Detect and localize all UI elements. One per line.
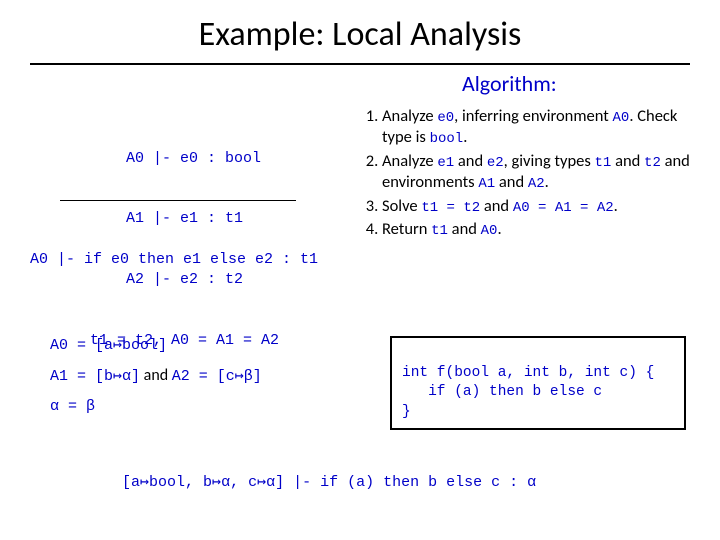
t: . xyxy=(614,196,618,216)
env-bindings: A0 = [a↦bool] A1 = [b↦α] and A2 = [c↦β] … xyxy=(50,330,262,422)
code-t1b: t1 xyxy=(431,223,448,239)
algo-step-1: Analyze e0, inferring environment A0. Ch… xyxy=(382,106,710,149)
binding-A0: A0 = [a↦bool] xyxy=(50,330,262,361)
t: and xyxy=(448,219,481,239)
algo-step-2: Analyze e1 and e2, giving types t1 and t… xyxy=(382,151,710,194)
algo-step-4: Return t1 and A0. xyxy=(382,219,710,240)
code-e1: e1 xyxy=(437,155,454,171)
t: and xyxy=(454,151,487,171)
t: Analyze xyxy=(382,151,437,171)
code-A0: A0 xyxy=(613,110,630,126)
title-rule xyxy=(30,63,690,65)
t: , inferring environment xyxy=(454,106,612,126)
code-example-box: int f(bool a, int b, int c) { if (a) the… xyxy=(390,336,686,430)
premise-line-2: A1 |- e1 : t1 xyxy=(90,209,279,229)
code-eq2: A0 = A1 = A2 xyxy=(513,200,614,216)
code-line-3: } xyxy=(402,404,411,420)
t: Return xyxy=(382,219,431,239)
algo-step-3: Solve t1 = t2 and A0 = A1 = A2. xyxy=(382,196,710,217)
code-A1: A1 xyxy=(478,176,495,192)
slide: Example: Local Analysis Algorithm: A0 |-… xyxy=(0,0,720,540)
code-e2: e2 xyxy=(487,155,504,171)
t: . xyxy=(545,172,549,192)
code-e0: e0 xyxy=(437,110,454,126)
t: and xyxy=(611,151,644,171)
binding-A1-A2: A1 = [b↦α] and A2 = [c↦β] xyxy=(50,361,262,392)
algorithm-list: Analyze e0, inferring environment A0. Ch… xyxy=(360,106,710,243)
t: , giving types xyxy=(504,151,595,171)
slide-title: Example: Local Analysis xyxy=(30,10,690,61)
algorithm-heading: Algorithm: xyxy=(462,70,557,97)
and-text: and xyxy=(140,366,172,385)
final-judgment: [a↦bool, b↦α, c↦α] |- if (a) then b else… xyxy=(122,472,536,491)
t: . xyxy=(497,219,501,239)
code-A2: A2 xyxy=(528,176,545,192)
t: and xyxy=(480,196,513,216)
code-A0b: A0 xyxy=(481,223,498,239)
conclusion-line: A0 |- if e0 then e1 else e2 : t1 xyxy=(30,250,318,270)
code-A1-bind: A1 = [b↦α] xyxy=(50,368,140,385)
code-line-2: if (a) then b else c xyxy=(402,384,602,400)
t: Analyze xyxy=(382,106,437,126)
premise-line-3: A2 |- e2 : t2 xyxy=(90,270,279,290)
code-bool: bool xyxy=(430,131,464,147)
t: Solve xyxy=(382,196,421,216)
code-ab-eq: α = β xyxy=(50,398,95,415)
code-line-1: int f(bool a, int b, int c) { xyxy=(402,365,654,381)
code-A0-bind: A0 = [a↦bool] xyxy=(50,337,167,354)
premise-line-1: A0 |- e0 : bool xyxy=(90,149,279,169)
t: and xyxy=(495,172,528,192)
code-t2: t2 xyxy=(644,155,661,171)
code-t1: t1 xyxy=(595,155,612,171)
binding-alpha-beta: α = β xyxy=(50,391,262,422)
code-A2-bind: A2 = [c↦β] xyxy=(172,368,262,385)
inference-rule-line xyxy=(60,200,296,201)
code-eq1: t1 = t2 xyxy=(421,200,480,216)
t: . xyxy=(463,127,467,147)
